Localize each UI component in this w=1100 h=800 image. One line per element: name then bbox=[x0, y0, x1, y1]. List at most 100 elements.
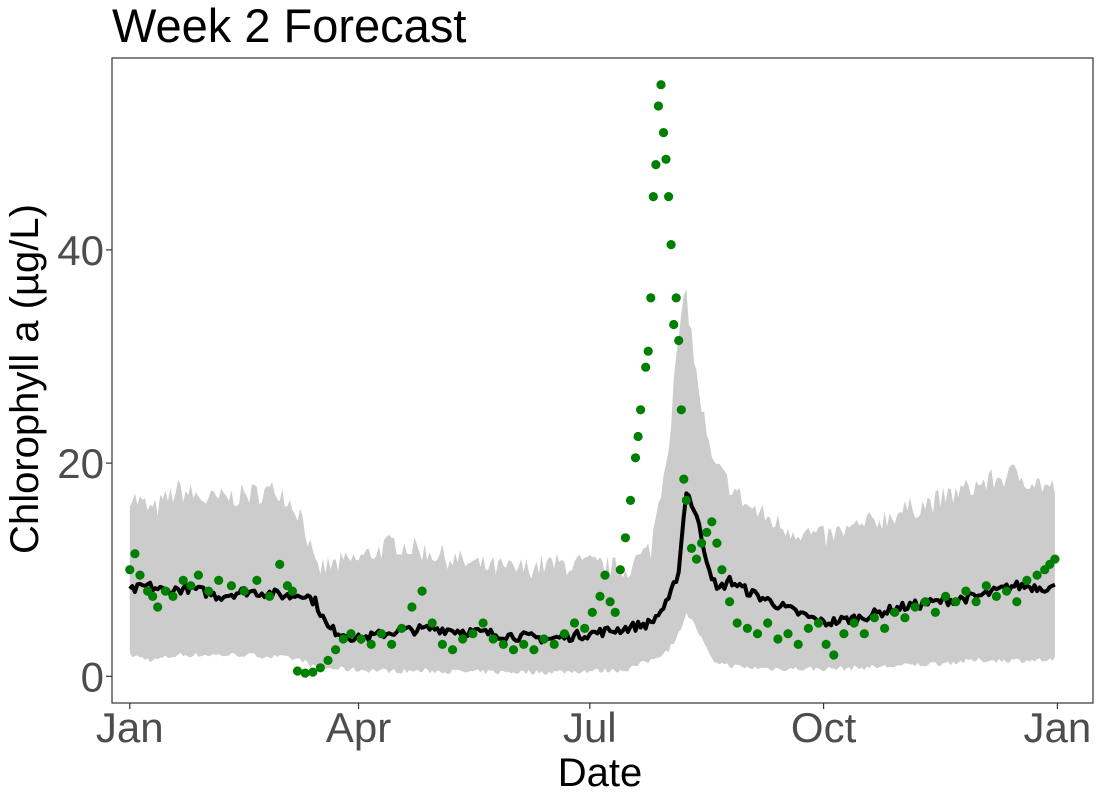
x-tick-label: Jan bbox=[1024, 704, 1092, 751]
observed-point bbox=[890, 607, 900, 618]
observed-point bbox=[717, 565, 727, 575]
observed-point bbox=[676, 405, 686, 415]
observed-point bbox=[148, 591, 158, 602]
x-axis: Jan Apr Jul Oct Jan bbox=[96, 703, 1091, 751]
observed-point bbox=[752, 629, 763, 639]
observed-point bbox=[580, 623, 590, 634]
observed-point bbox=[204, 586, 214, 596]
observed-point bbox=[287, 586, 297, 596]
observed-point bbox=[803, 623, 814, 634]
observed-point bbox=[498, 639, 508, 650]
observed-point bbox=[636, 405, 646, 415]
plot-panel bbox=[111, 57, 1094, 704]
observed-point bbox=[226, 581, 236, 591]
observed-point bbox=[529, 645, 539, 655]
observed-point bbox=[732, 618, 742, 628]
x-axis-title: Date bbox=[558, 751, 643, 795]
panel-border bbox=[111, 57, 1094, 704]
observed-point bbox=[292, 666, 303, 676]
observed-point bbox=[387, 639, 397, 650]
observed-point bbox=[910, 602, 920, 612]
observed-point bbox=[783, 629, 793, 639]
observed-point bbox=[773, 634, 783, 644]
observed-point bbox=[519, 639, 529, 650]
observed-point bbox=[849, 618, 859, 628]
observed-point bbox=[661, 154, 671, 164]
observed-point bbox=[643, 346, 653, 356]
observed-point bbox=[666, 240, 676, 250]
observed-point bbox=[981, 581, 991, 591]
observed-point bbox=[214, 575, 224, 586]
observed-point bbox=[559, 629, 570, 639]
observed-point bbox=[323, 655, 333, 666]
observed-point bbox=[971, 597, 981, 607]
observed-point bbox=[707, 517, 717, 527]
observed-point bbox=[951, 597, 961, 607]
observed-point bbox=[681, 495, 692, 505]
observed-point bbox=[265, 591, 275, 602]
observed-point bbox=[725, 597, 735, 607]
x-tick-label: Apr bbox=[326, 704, 391, 751]
observed-point bbox=[674, 335, 684, 346]
observed-point bbox=[630, 453, 641, 463]
observed-point bbox=[1012, 597, 1022, 607]
observed-point bbox=[763, 618, 773, 628]
x-tick-label: Jul bbox=[563, 704, 617, 751]
observed-point bbox=[653, 101, 664, 111]
observed-point bbox=[130, 549, 140, 559]
observed-point bbox=[813, 618, 824, 628]
observed-point bbox=[193, 570, 203, 580]
observed-point bbox=[125, 565, 135, 575]
observed-point bbox=[691, 554, 702, 564]
observed-point bbox=[587, 607, 597, 618]
observed-point bbox=[356, 634, 366, 644]
observed-point bbox=[880, 623, 890, 634]
observed-point bbox=[651, 160, 661, 170]
y-tick-label: 40 bbox=[57, 227, 104, 274]
observed-point bbox=[900, 613, 910, 623]
observed-point bbox=[646, 293, 656, 303]
observed-point bbox=[686, 543, 697, 554]
y-axis: 0 20 40 bbox=[57, 227, 112, 700]
observed-point bbox=[648, 192, 658, 202]
observed-point bbox=[821, 639, 831, 650]
observed-point bbox=[829, 650, 839, 660]
observed-point bbox=[417, 586, 427, 596]
observed-point bbox=[427, 618, 437, 628]
observed-point bbox=[839, 629, 849, 639]
observed-point bbox=[239, 586, 249, 596]
observed-point bbox=[468, 629, 478, 639]
observed-point bbox=[539, 634, 549, 644]
observed-point bbox=[346, 629, 356, 639]
observed-point bbox=[331, 645, 341, 655]
observed-point bbox=[961, 586, 971, 596]
observed-point bbox=[275, 559, 285, 570]
observed-point bbox=[376, 629, 386, 639]
observed-point bbox=[671, 293, 681, 303]
observed-point bbox=[488, 634, 498, 644]
observed-point bbox=[697, 538, 707, 548]
observed-point bbox=[1050, 554, 1060, 564]
observed-point bbox=[1022, 575, 1032, 586]
observed-point bbox=[712, 538, 722, 548]
y-tick-label: 0 bbox=[81, 653, 104, 700]
observed-point bbox=[595, 591, 605, 602]
y-tick-label: 20 bbox=[57, 440, 104, 487]
observed-point bbox=[135, 570, 145, 580]
x-tick-label: Oct bbox=[791, 704, 857, 751]
observed-point bbox=[669, 319, 679, 330]
observed-point bbox=[315, 663, 325, 673]
observed-point bbox=[605, 597, 615, 607]
observed-point bbox=[458, 634, 468, 644]
observed-point bbox=[1002, 586, 1012, 596]
observed-point bbox=[641, 362, 651, 372]
observed-point bbox=[448, 645, 458, 655]
observed-point bbox=[859, 629, 869, 639]
observed-point bbox=[633, 431, 643, 442]
observed-point bbox=[664, 192, 674, 202]
observed-point bbox=[160, 586, 170, 596]
observed-point bbox=[366, 639, 376, 650]
observed-point bbox=[941, 591, 951, 602]
observed-point bbox=[178, 575, 188, 586]
